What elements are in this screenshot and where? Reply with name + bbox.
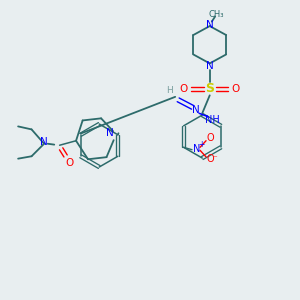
Text: N: N [206, 20, 214, 30]
Text: N: N [206, 61, 214, 71]
Text: N: N [194, 144, 201, 154]
Text: NH: NH [205, 116, 220, 125]
Text: O: O [65, 158, 74, 168]
Text: O: O [179, 84, 188, 94]
Text: O: O [206, 133, 214, 143]
Text: N: N [40, 137, 48, 147]
Text: N: N [192, 105, 200, 115]
Text: +: + [198, 140, 205, 149]
Text: S: S [205, 82, 214, 95]
Text: H: H [167, 86, 173, 95]
Text: ⁻: ⁻ [213, 154, 218, 163]
Text: CH₃: CH₃ [208, 10, 224, 19]
Text: O: O [206, 154, 214, 164]
Text: N: N [106, 128, 114, 138]
Text: O: O [232, 84, 240, 94]
